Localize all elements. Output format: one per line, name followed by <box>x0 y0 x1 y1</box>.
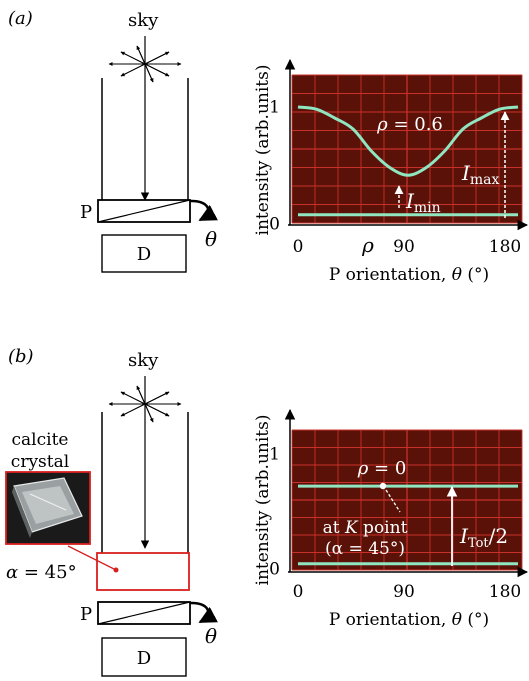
panel-a-sky-label: sky <box>128 10 159 31</box>
panel-b-crystal-region <box>96 552 190 591</box>
chart-b-grid <box>291 429 523 571</box>
chart-a-ylabel: intensity (arb.units) <box>253 65 273 236</box>
chart-b-ytick-1: 1 <box>269 445 280 465</box>
panel-a-detector-label: D <box>137 244 151 265</box>
chart-b-itot-annotation: ITot/2 <box>459 524 508 551</box>
chart-a: 0 1 0 90 180 ρ intensity (arb.units) P o… <box>253 58 529 285</box>
panel-b-detector-label: D <box>137 648 151 669</box>
panel-b-sky-label: sky <box>128 350 159 371</box>
panel-b-rotation-symbol: θ <box>205 624 217 648</box>
chart-b-xlabel: P orientation, θ (°) <box>329 610 489 630</box>
chart-b-k-annotation-line2: (α = 45°) <box>325 539 405 559</box>
chart-a-grid <box>291 74 523 224</box>
chart-b-ylabel: intensity (arb.units) <box>253 415 273 586</box>
panel-b-alpha-label: α = 45° <box>6 562 77 583</box>
chart-a-rho-annotation: ρ = 0.6 <box>376 114 443 135</box>
chart-a-imax-annotation: Imax <box>461 161 500 188</box>
panel-b-crystal-leader <box>67 545 117 571</box>
chart-a-imin-annotation: Imin <box>405 189 441 216</box>
chart-a-xtick-0: 0 <box>293 237 304 257</box>
chart-b: 0 1 0 90 180 intensity (arb.units) P ori… <box>253 408 529 630</box>
panel-b-polarizer-label: P <box>80 604 92 625</box>
panel-b: (b) sky calcite crystal α = 4 <box>5 346 529 677</box>
panel-a-label: (a) <box>8 8 33 29</box>
chart-b-xtick-0: 0 <box>293 582 304 602</box>
panel-a: (a) sky P θ D <box>8 8 529 285</box>
panel-a-rotation-arrow-icon <box>189 199 219 222</box>
chart-b-ytick-0: 0 <box>269 560 280 580</box>
panel-b-crystal-label-line2: crystal <box>11 452 69 472</box>
panel-a-polarizer <box>97 199 191 223</box>
calcite-crystal-photo <box>5 471 91 545</box>
chart-a-xtick-180: 180 <box>489 237 521 257</box>
chart-b-rho-annotation: ρ = 0 <box>357 458 407 479</box>
panel-b-polarizer <box>97 601 191 625</box>
chart-a-ytick-1: 1 <box>269 98 280 118</box>
chart-a-xlabel: P orientation, θ (°) <box>329 265 489 285</box>
panel-a-polarizer-label: P <box>80 202 92 223</box>
chart-a-xtick-90: 90 <box>393 237 415 257</box>
chart-b-k-point-dot <box>379 482 387 490</box>
chart-b-k-annotation-line1: at K point <box>323 518 408 538</box>
panel-b-detector-box <box>101 637 187 677</box>
panel-b-crystal-label-line1: calcite <box>12 430 69 450</box>
chart-a-ytick-0: 0 <box>269 215 280 235</box>
chart-a-rho-marker: ρ <box>361 233 374 257</box>
panel-b-rotation-arrow-icon <box>189 601 219 624</box>
panel-b-label: (b) <box>8 346 34 367</box>
chart-b-xtick-90: 90 <box>393 582 415 602</box>
chart-a-trace-main <box>297 105 519 177</box>
chart-b-k-point-leader <box>385 489 401 513</box>
panel-a-detector-box <box>101 234 187 273</box>
panel-a-rotation-symbol: θ <box>205 227 217 251</box>
chart-b-xtick-180: 180 <box>489 582 521 602</box>
